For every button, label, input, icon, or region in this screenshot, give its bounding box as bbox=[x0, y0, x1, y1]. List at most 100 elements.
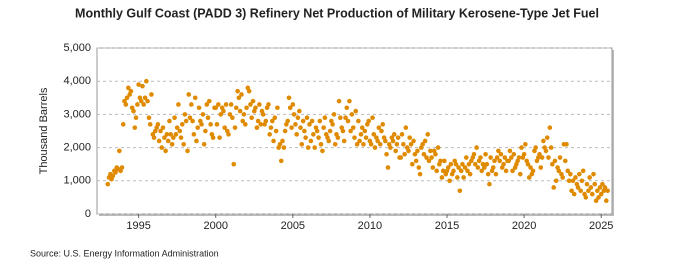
data-point bbox=[182, 112, 188, 117]
data-point bbox=[377, 141, 383, 147]
data-point bbox=[194, 138, 199, 144]
data-point bbox=[263, 118, 269, 124]
data-point bbox=[592, 181, 598, 187]
data-point bbox=[350, 125, 356, 130]
data-point bbox=[340, 128, 346, 134]
data-point bbox=[575, 185, 581, 190]
data-point bbox=[439, 175, 445, 180]
data-point bbox=[451, 168, 456, 174]
data-point bbox=[496, 148, 501, 154]
data-point bbox=[228, 102, 234, 107]
data-point bbox=[560, 175, 565, 180]
data-point bbox=[239, 92, 244, 97]
x-tick-label: 2015 bbox=[435, 220, 459, 232]
data-point bbox=[479, 168, 485, 174]
data-point bbox=[142, 95, 148, 101]
data-point bbox=[471, 151, 477, 157]
data-point bbox=[236, 95, 242, 101]
data-point bbox=[363, 135, 369, 140]
y-axis-label: Thousand Barrels bbox=[38, 87, 50, 174]
data-point bbox=[539, 155, 545, 160]
data-point bbox=[146, 115, 152, 121]
data-point bbox=[556, 168, 562, 174]
data-point bbox=[586, 188, 591, 194]
data-point bbox=[598, 191, 604, 197]
data-point bbox=[345, 118, 351, 124]
data-point bbox=[164, 132, 170, 137]
data-point bbox=[380, 122, 386, 127]
data-point bbox=[498, 151, 504, 157]
data-point bbox=[179, 122, 185, 127]
data-point bbox=[493, 171, 499, 177]
data-point bbox=[523, 141, 528, 147]
data-point bbox=[176, 102, 181, 107]
data-point bbox=[169, 141, 175, 147]
data-point bbox=[588, 185, 594, 190]
data-point bbox=[240, 118, 246, 124]
data-point bbox=[268, 125, 274, 130]
x-tick-label: 1995 bbox=[126, 220, 150, 232]
data-point bbox=[445, 165, 451, 170]
data-point bbox=[526, 175, 532, 180]
data-point bbox=[271, 138, 276, 144]
data-point bbox=[205, 115, 211, 121]
data-point bbox=[348, 128, 353, 134]
data-point bbox=[105, 181, 111, 187]
data-point bbox=[583, 195, 589, 200]
data-point bbox=[196, 105, 202, 111]
data-point bbox=[200, 112, 206, 117]
data-point bbox=[571, 191, 577, 197]
data-point bbox=[356, 118, 361, 124]
data-point bbox=[366, 118, 371, 124]
data-point bbox=[603, 198, 609, 204]
data-point bbox=[231, 161, 237, 167]
chart-title: Monthly Gulf Coast (PADD 3) Refinery Net… bbox=[75, 6, 599, 20]
data-point bbox=[519, 145, 524, 150]
data-point bbox=[357, 138, 362, 144]
data-point bbox=[223, 102, 229, 107]
data-point bbox=[550, 161, 555, 167]
data-point bbox=[322, 115, 328, 121]
data-point bbox=[395, 135, 401, 140]
data-point bbox=[416, 165, 422, 170]
data-point bbox=[244, 105, 249, 111]
data-point bbox=[117, 148, 122, 154]
data-point bbox=[565, 168, 571, 174]
data-point bbox=[430, 165, 436, 170]
data-point bbox=[352, 135, 357, 140]
data-point bbox=[138, 98, 144, 104]
data-point bbox=[140, 83, 145, 89]
data-point bbox=[372, 145, 378, 150]
data-point bbox=[509, 155, 514, 160]
data-point bbox=[272, 115, 278, 121]
y-tick-label: 1,000 bbox=[63, 175, 91, 187]
data-point bbox=[426, 158, 432, 164]
data-point bbox=[415, 148, 420, 154]
data-point bbox=[296, 108, 302, 114]
data-point bbox=[525, 161, 531, 167]
data-point bbox=[465, 168, 470, 174]
data-point bbox=[282, 128, 288, 134]
data-point bbox=[151, 135, 157, 140]
data-point bbox=[307, 122, 312, 127]
data-point bbox=[248, 102, 253, 107]
data-point bbox=[158, 128, 163, 134]
data-point bbox=[186, 92, 192, 97]
data-point bbox=[338, 115, 343, 121]
y-tick-label: 3,000 bbox=[63, 108, 91, 120]
data-point bbox=[517, 171, 523, 177]
data-point bbox=[185, 148, 190, 154]
data-point bbox=[475, 165, 481, 170]
data-point bbox=[172, 115, 177, 121]
data-point bbox=[546, 155, 551, 160]
data-point bbox=[300, 118, 306, 124]
data-point bbox=[144, 78, 149, 84]
data-point bbox=[551, 185, 557, 190]
data-point bbox=[484, 161, 490, 167]
data-point bbox=[461, 175, 466, 180]
data-point bbox=[595, 188, 600, 194]
data-point bbox=[183, 118, 189, 124]
data-point bbox=[317, 118, 323, 124]
data-point bbox=[591, 171, 596, 177]
